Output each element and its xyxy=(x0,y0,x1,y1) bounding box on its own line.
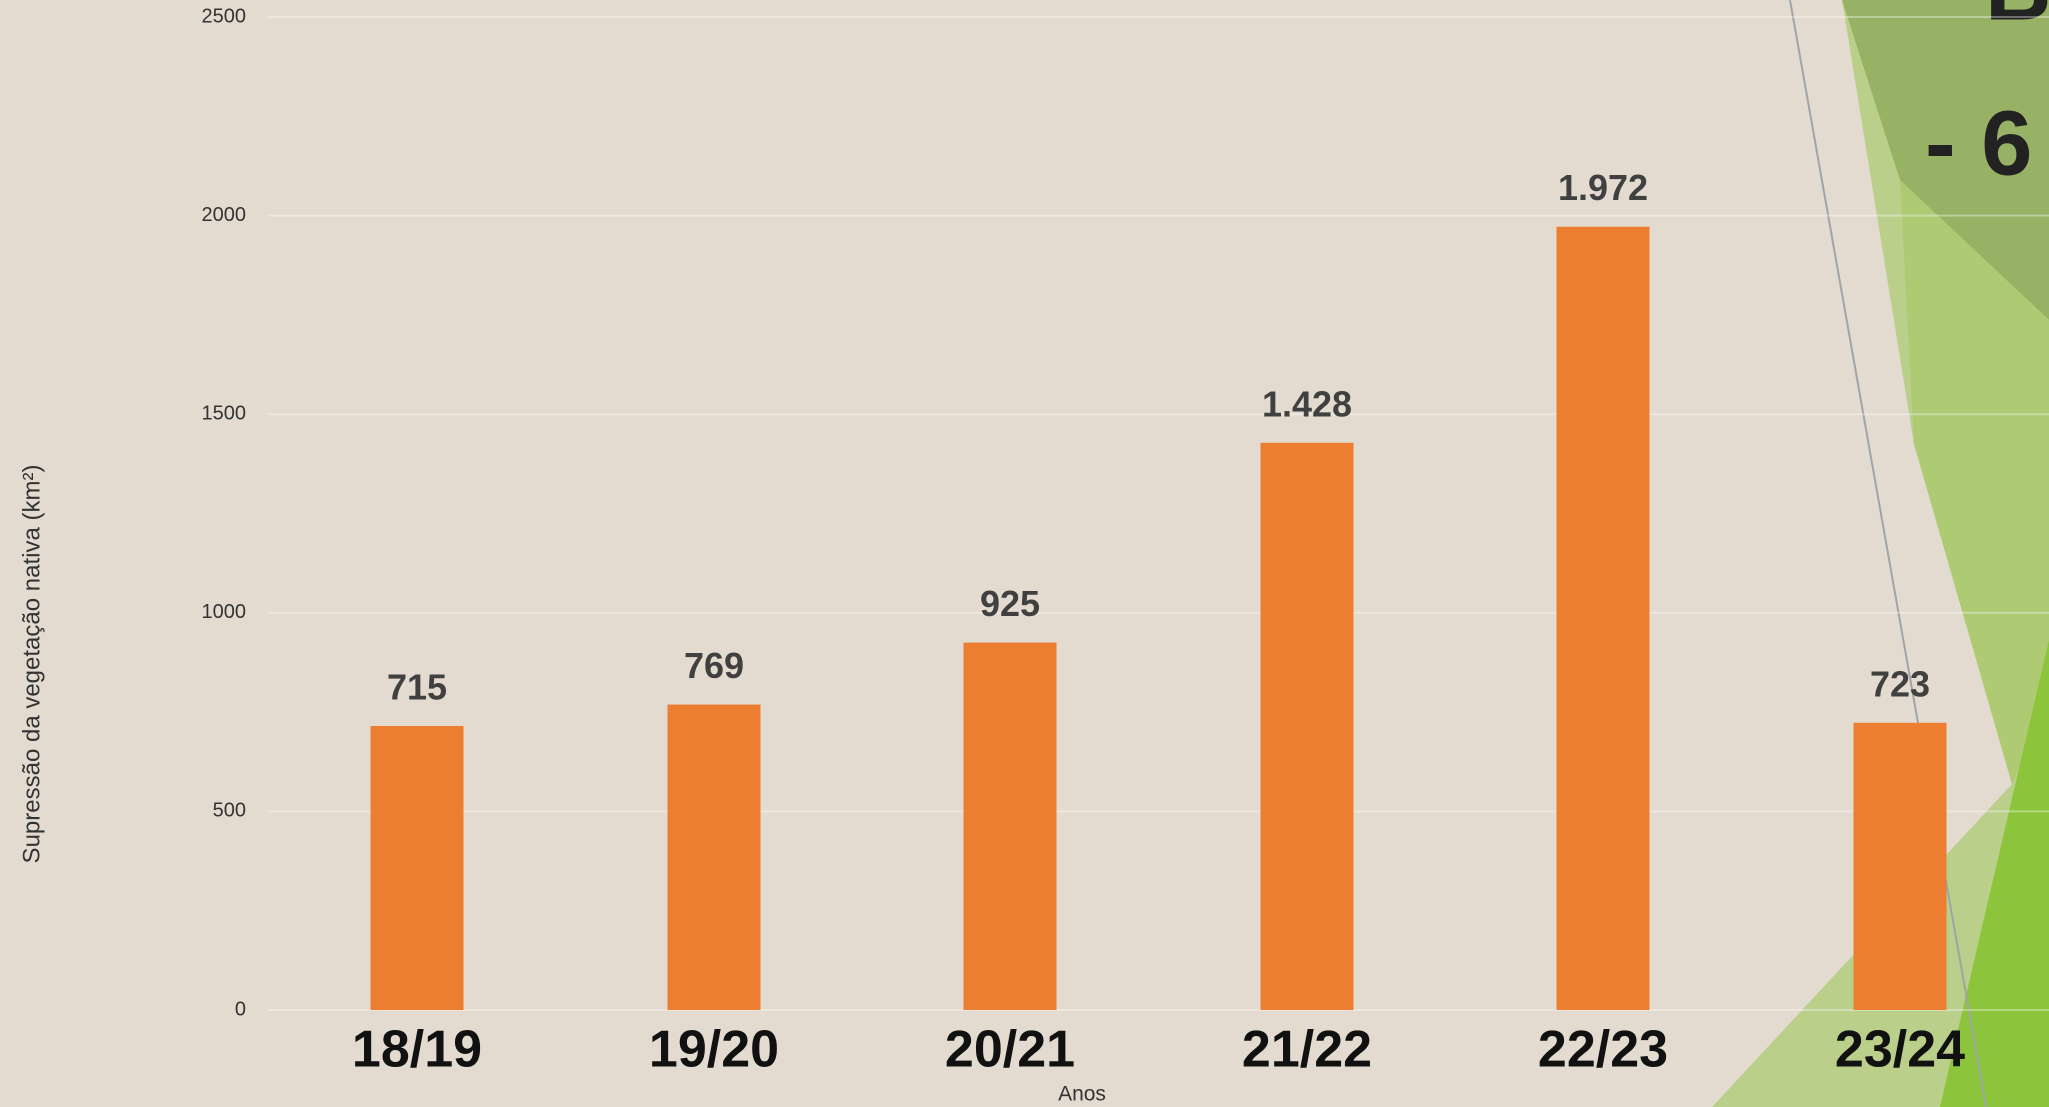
x-tick-label: 22/23 xyxy=(1538,1021,1668,1079)
y-axis-label: Supressão da vegetação nativa (km²) xyxy=(18,465,45,864)
slide-text: - 6 xyxy=(1925,92,2032,194)
y-tick-label: 2500 xyxy=(202,5,247,27)
bar xyxy=(1854,723,1947,1010)
bar xyxy=(371,726,464,1010)
data-label: 715 xyxy=(387,667,447,708)
y-tick-label: 2000 xyxy=(202,204,247,226)
x-tick-label: 18/19 xyxy=(352,1021,482,1079)
bar xyxy=(1261,443,1354,1010)
slide-text: B xyxy=(1985,0,2049,39)
data-label: 925 xyxy=(980,583,1040,624)
x-tick-label: 20/21 xyxy=(945,1021,1075,1079)
x-axis-label: Anos xyxy=(1058,1083,1106,1106)
y-tick-label: 1500 xyxy=(202,402,247,424)
x-tick-label: 21/22 xyxy=(1242,1021,1372,1079)
y-tick-label: 500 xyxy=(213,800,246,822)
page: B - 6 Supressão da vegetação nativa (km²… xyxy=(0,0,2049,1107)
data-label: 1.972 xyxy=(1558,167,1648,208)
chart: B - 6 Supressão da vegetação nativa (km²… xyxy=(0,0,2049,1107)
y-tick-label: 0 xyxy=(235,998,246,1020)
bar xyxy=(964,643,1057,1010)
y-tick-label: 1000 xyxy=(202,601,247,623)
x-tick-label: 23/24 xyxy=(1835,1021,1965,1079)
bar xyxy=(1557,227,1650,1010)
x-tick-label: 19/20 xyxy=(649,1021,779,1079)
data-label: 1.428 xyxy=(1262,383,1352,424)
data-label: 769 xyxy=(684,645,744,686)
bar xyxy=(668,705,761,1010)
data-label: 723 xyxy=(1870,663,1930,704)
